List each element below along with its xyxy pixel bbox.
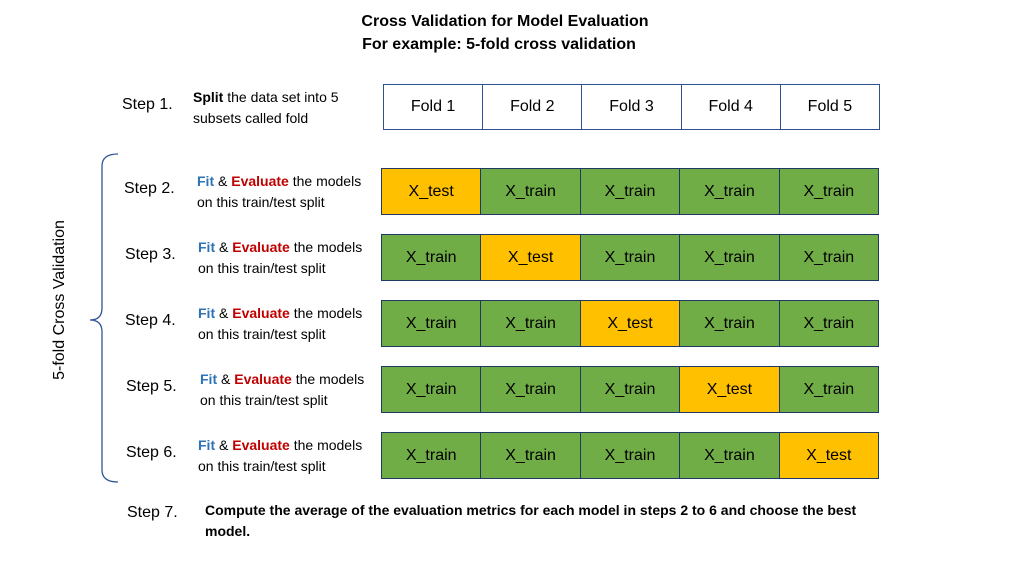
step-4-line-2: on this train/test split [198, 326, 326, 342]
step-5-description: Fit & Evaluate the models on this train/t… [200, 369, 364, 411]
ampersand: & [215, 239, 233, 255]
fold-5-cell: Fold 5 [780, 85, 880, 129]
step-2-line-2: on this train/test split [197, 194, 325, 210]
step-7-text: Compute the average of the evaluation me… [205, 502, 857, 539]
fold-2-cell: Fold 2 [483, 85, 583, 129]
step-5-fold-3-train-cell: X_train [580, 367, 681, 412]
side-label: 5-fold Cross Validation [51, 220, 68, 380]
step-2-rest: the models [288, 173, 362, 189]
step-5-fold-4-test-cell: X_test [680, 367, 780, 412]
step-5-rest: the models [291, 371, 365, 387]
step-5-fold-2-train-cell: X_train [481, 367, 581, 412]
step-6-rest: the models [289, 437, 363, 453]
step-6-label: Step 6. [126, 444, 177, 461]
step-3-description: Fit & Evaluate the models on this train/t… [198, 237, 362, 279]
fit-word: Fit [198, 305, 216, 321]
step-2-fold-4-train-cell: X_train [680, 169, 780, 214]
step-1-label: Step 1. [122, 96, 173, 113]
fit-word: Fit [200, 371, 218, 387]
step-3-line-2: on this train/test split [198, 260, 326, 276]
step-5-fold-5-train-cell: X_train [779, 367, 879, 412]
step-6-fold-2-train-cell: X_train [481, 433, 581, 478]
step-6-fold-1-train-cell: X_train [382, 433, 482, 478]
step-4-fold-3-test-cell: X_test [580, 301, 681, 346]
evaluate-word: Evaluate [232, 239, 290, 255]
diagram-title: Cross Validation for Model Evaluation Fo… [0, 10, 1010, 56]
split-word: Split [193, 89, 224, 105]
ampersand: & [215, 305, 233, 321]
fit-word: Fit [197, 173, 215, 189]
step-3-label: Step 3. [125, 246, 176, 263]
step-3-fold-4-train-cell: X_train [680, 235, 780, 280]
ampersand: & [217, 371, 235, 387]
step-3-fold-1-train-cell: X_train [382, 235, 482, 280]
step-4-fold-4-train-cell: X_train [680, 301, 780, 346]
step-2-fold-5-train-cell: X_train [779, 169, 879, 214]
fold-header-row: Fold 1 Fold 2 Fold 3 Fold 4 Fold 5 [383, 84, 880, 130]
step-5-split-row: X_train X_train X_train X_test X_train [381, 366, 879, 413]
fit-word: Fit [198, 239, 216, 255]
step-2-fold-3-train-cell: X_train [580, 169, 681, 214]
step-4-rest: the models [289, 305, 363, 321]
step-6-fold-5-test-cell: X_test [779, 433, 879, 478]
fold-1-cell: Fold 1 [384, 85, 484, 129]
step-2-label: Step 2. [124, 180, 175, 197]
step-2-split-row: X_test X_train X_train X_train X_train [381, 168, 879, 215]
step-3-rest: the models [289, 239, 363, 255]
step-7-label: Step 7. [127, 504, 178, 521]
title-line-2: For example: 5-fold cross validation [362, 36, 636, 53]
step-3-fold-3-train-cell: X_train [580, 235, 681, 280]
evaluate-word: Evaluate [234, 371, 292, 387]
step-1-description: Split the data set into 5 subsets called… [193, 87, 339, 129]
fold-4-cell: Fold 4 [681, 85, 781, 129]
step-3-fold-5-train-cell: X_train [779, 235, 879, 280]
fold-3-cell: Fold 3 [582, 85, 682, 129]
ampersand: & [215, 437, 233, 453]
step-4-fold-2-train-cell: X_train [481, 301, 581, 346]
step-6-line-2: on this train/test split [198, 458, 326, 474]
step-4-split-row: X_train X_train X_test X_train X_train [381, 300, 879, 347]
title-line-1: Cross Validation for Model Evaluation [361, 13, 649, 30]
step-4-label: Step 4. [125, 312, 176, 329]
step-1-rest: the data set into 5 [223, 89, 339, 105]
step-3-fold-2-test-cell: X_test [481, 235, 581, 280]
step-2-fold-1-test-cell: X_test [382, 169, 482, 214]
evaluate-word: Evaluate [231, 173, 289, 189]
step-4-description: Fit & Evaluate the models on this train/t… [198, 303, 362, 345]
step-2-description: Fit & Evaluate the models on this train/t… [197, 171, 361, 213]
step-6-split-row: X_train X_train X_train X_train X_test [381, 432, 879, 479]
step-5-line-2: on this train/test split [200, 392, 328, 408]
step-6-description: Fit & Evaluate the models on this train/t… [198, 435, 362, 477]
step-1-line-2: subsets called fold [193, 110, 309, 126]
step-6-fold-4-train-cell: X_train [680, 433, 780, 478]
ampersand: & [214, 173, 232, 189]
step-5-fold-1-train-cell: X_train [382, 367, 482, 412]
step-3-split-row: X_train X_test X_train X_train X_train [381, 234, 879, 281]
step-4-fold-5-train-cell: X_train [779, 301, 879, 346]
fit-word: Fit [198, 437, 216, 453]
step-2-fold-2-train-cell: X_train [481, 169, 581, 214]
evaluate-word: Evaluate [232, 437, 290, 453]
cross-validation-brace [89, 153, 119, 483]
step-5-label: Step 5. [126, 378, 177, 395]
step-6-fold-3-train-cell: X_train [580, 433, 681, 478]
evaluate-word: Evaluate [232, 305, 290, 321]
step-4-fold-1-train-cell: X_train [382, 301, 482, 346]
